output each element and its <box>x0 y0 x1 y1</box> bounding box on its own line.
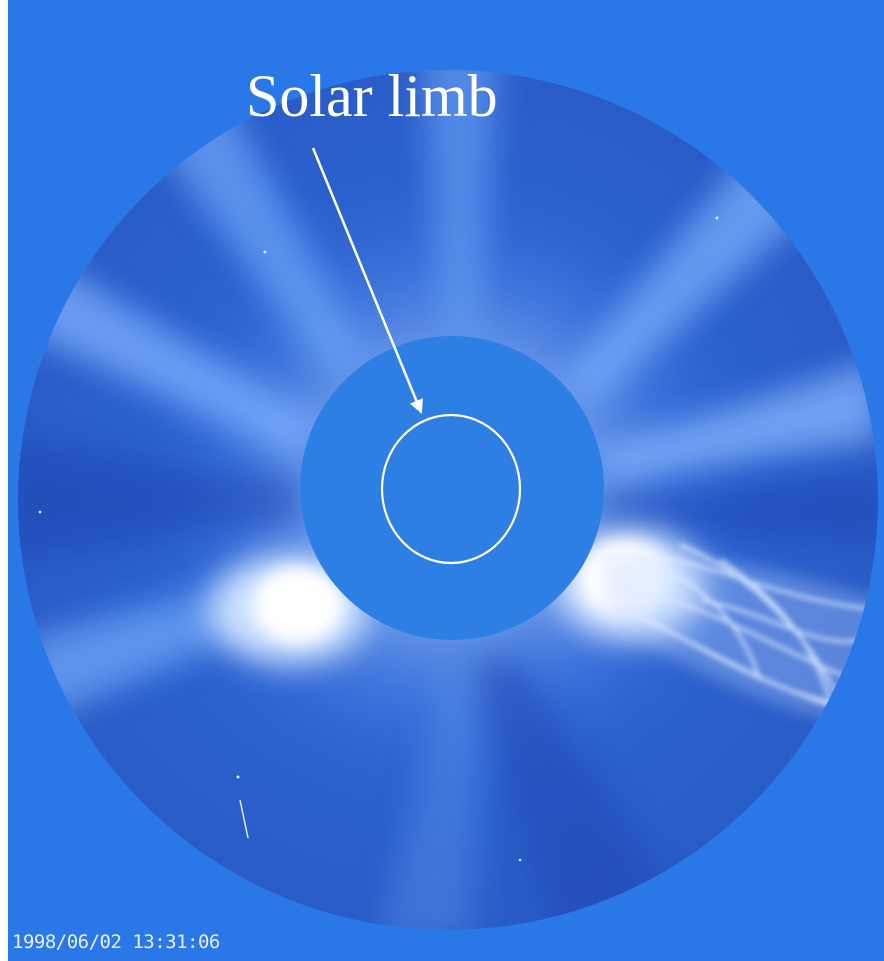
timestamp: 1998/06/02 13:31:06 <box>12 931 220 953</box>
coronal-mass-ejection <box>555 530 878 730</box>
annotation-arrow <box>311 147 423 414</box>
solar-limb-label: Solar limb <box>246 63 498 129</box>
occulter-disk <box>300 336 604 640</box>
solar-limb-circle <box>380 413 522 565</box>
bright-left-feature <box>210 555 370 665</box>
